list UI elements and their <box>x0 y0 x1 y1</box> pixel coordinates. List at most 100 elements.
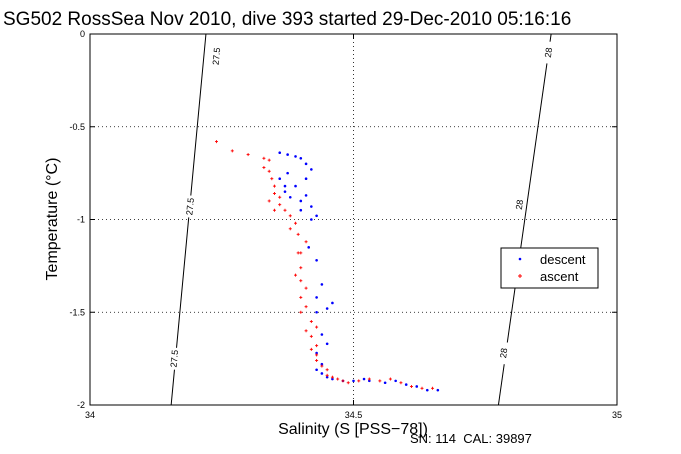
descent-point <box>304 177 308 180</box>
ascent-point <box>262 156 266 160</box>
descent-point <box>315 214 318 218</box>
ascent-point <box>304 286 308 290</box>
legend-marker-ascent <box>518 274 522 278</box>
grid-lines <box>90 34 617 405</box>
descent-point <box>310 168 313 171</box>
descent-point <box>286 153 289 156</box>
descent-point <box>283 190 287 193</box>
ascent-point <box>267 158 271 162</box>
ascent-point <box>367 377 371 381</box>
descent-point <box>307 246 311 249</box>
descent-point <box>394 379 397 383</box>
descent-point <box>325 342 329 346</box>
descent-point <box>415 385 419 388</box>
descent-point <box>294 184 297 188</box>
ascent-point <box>288 227 292 231</box>
descent-point <box>315 296 318 299</box>
ascent-point <box>267 169 271 173</box>
contour-label: 28 <box>514 199 525 210</box>
legend: descent ascent <box>500 247 599 289</box>
descent-point <box>362 377 366 381</box>
contour-label: 28 <box>543 47 554 58</box>
descent-point <box>299 208 303 212</box>
ascent-point <box>399 381 403 385</box>
descent-point <box>320 362 324 366</box>
contour-label-gap <box>497 341 511 365</box>
descent-point <box>278 177 282 180</box>
contour-label-gap <box>513 193 527 217</box>
ascent-point <box>299 310 303 314</box>
ascent-point <box>272 192 276 196</box>
descent-point <box>352 379 355 383</box>
ascent-point <box>214 140 218 144</box>
ascent-point <box>330 375 334 379</box>
density-contour-line <box>170 33 207 406</box>
ascent-point <box>341 379 345 383</box>
data-points <box>214 140 440 392</box>
ascent-point <box>320 364 324 368</box>
ascent-point <box>315 325 319 329</box>
descent-point <box>368 379 371 383</box>
descent-point <box>288 195 292 199</box>
ascent-point <box>299 251 303 255</box>
ascent-point <box>315 353 319 357</box>
descent-point <box>315 351 318 355</box>
density-contours: 27.5 27.5 27.5 28 28 28 <box>168 33 555 406</box>
y-tick-label: -1 <box>77 215 85 225</box>
descent-point <box>315 310 318 314</box>
ascent-point <box>296 232 300 236</box>
descent-point <box>315 259 318 262</box>
contour-label: 27.5 <box>184 197 196 215</box>
ascent-point <box>299 295 303 299</box>
x-axis-label: Salinity (S [PSS−78]) <box>278 421 428 438</box>
descent-point <box>315 368 318 372</box>
ascent-point <box>272 184 276 188</box>
descent-point <box>283 184 287 188</box>
ascent-point <box>296 251 300 255</box>
descent-point <box>331 377 334 381</box>
contour-label: 28 <box>498 347 509 358</box>
descent-point <box>310 205 313 208</box>
contour-label-gap <box>168 347 181 371</box>
descent-point <box>383 381 387 385</box>
ascent-point <box>388 377 392 381</box>
ascent-point <box>378 379 382 383</box>
contour-label-gap <box>210 44 223 68</box>
ascent-point <box>230 149 234 153</box>
ascent-point <box>272 208 276 212</box>
legend-marker-descent <box>518 257 522 261</box>
descent-point <box>425 388 429 392</box>
ascent-point <box>299 266 303 270</box>
ascent-point <box>315 358 319 362</box>
contour-label: 27.5 <box>211 47 223 65</box>
descent-point <box>299 156 303 160</box>
ascent-point <box>304 240 308 244</box>
ascent-point <box>315 344 319 348</box>
descent-point <box>320 283 324 286</box>
y-tick-label: -2 <box>77 400 85 410</box>
ascent-point <box>294 221 298 225</box>
ascent-point <box>294 273 298 277</box>
y-axis-label: Temperature (°C) <box>44 158 61 281</box>
ascent-point <box>325 368 329 372</box>
legend-box <box>500 247 599 289</box>
x-tick-label: 35 <box>612 410 622 420</box>
descent-point <box>404 383 408 386</box>
y-tick-label: 0 <box>80 29 85 39</box>
ascent-point <box>309 320 313 324</box>
ascent-point <box>283 208 287 212</box>
descent-point <box>294 155 297 158</box>
ascent-point <box>270 177 274 181</box>
serial-calibration-note: SN: 114 CAL: 39897 <box>410 431 532 446</box>
legend-label-descent: descent <box>540 252 586 267</box>
ascent-point <box>262 166 266 170</box>
descent-point <box>304 162 308 166</box>
ascent-point <box>278 195 282 199</box>
ascent-point <box>304 329 308 333</box>
ascent-point <box>309 347 313 351</box>
ascent-point <box>278 203 282 207</box>
y-tick-label: -1.5 <box>69 307 85 317</box>
ascent-point <box>288 214 292 218</box>
descent-point <box>320 333 324 336</box>
